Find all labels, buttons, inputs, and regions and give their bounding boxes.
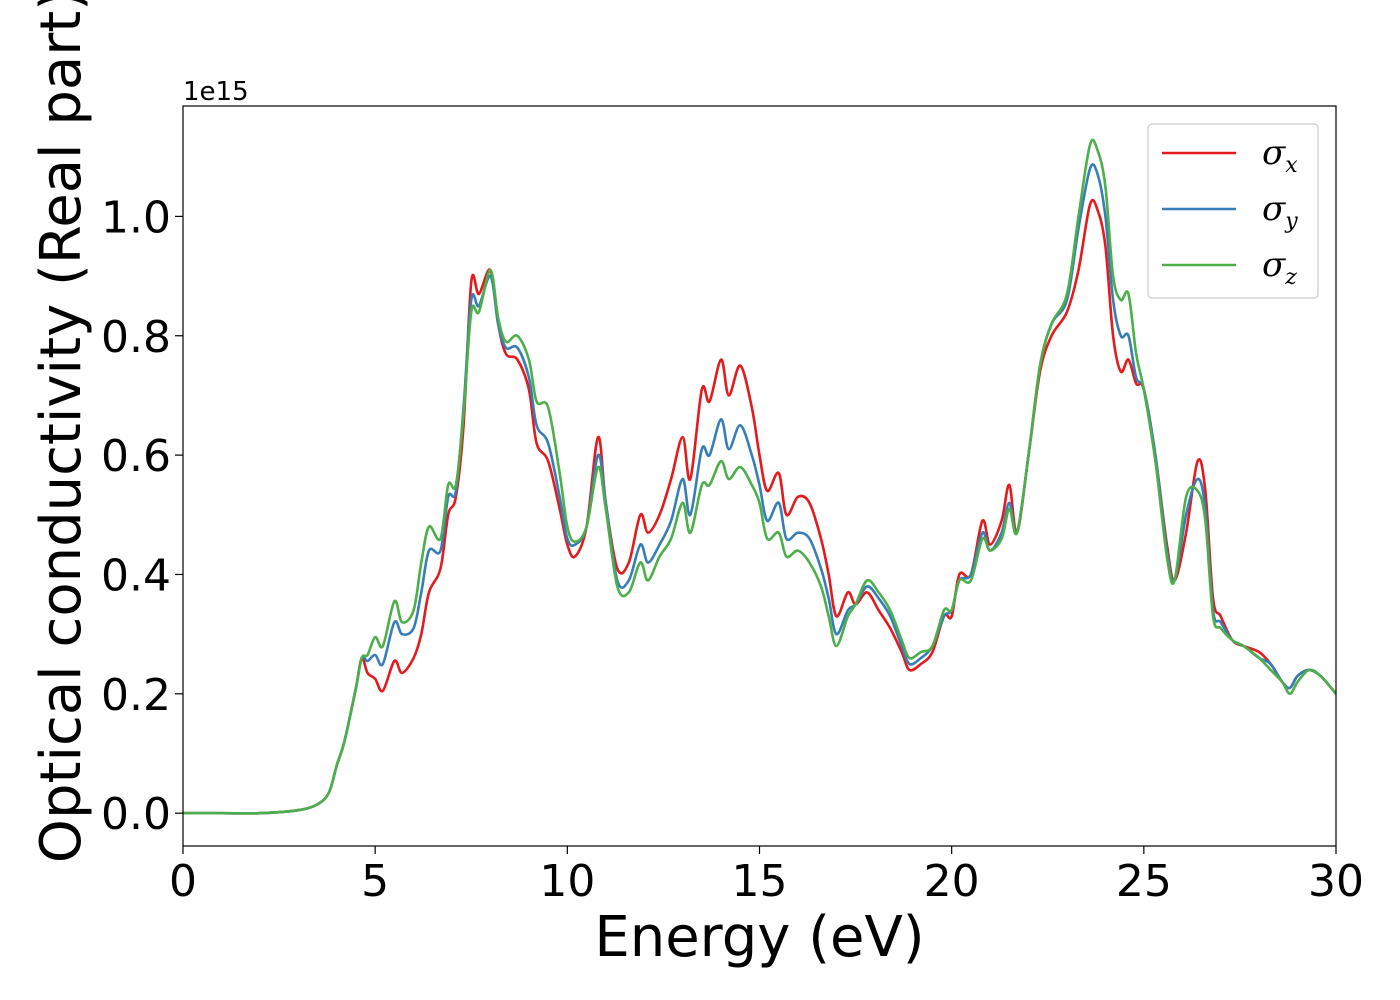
x-tick-label: 5 xyxy=(361,856,389,907)
legend-label-x: σx xyxy=(1262,133,1298,178)
legend-label-z: σz xyxy=(1262,245,1297,290)
y-tick-label: 0.4 xyxy=(101,550,171,601)
series-layer xyxy=(183,138,1336,815)
y-tick-label: 0.8 xyxy=(101,312,171,363)
y-axis-title: Optical conductivity (Real part) xyxy=(29,0,94,863)
x-tick-label: 25 xyxy=(1116,856,1172,907)
y-tick-label: 1.0 xyxy=(101,192,171,243)
x-tick-label: 10 xyxy=(539,856,595,907)
y-tick-label: 0.0 xyxy=(101,789,171,840)
x-tick-label: 0 xyxy=(169,856,197,907)
y-tick-label: 0.6 xyxy=(101,431,171,482)
y-axis-offset-label: 1e15 xyxy=(183,77,249,107)
legend: σx σy σz xyxy=(1147,123,1319,299)
ticks-layer: 0 5 10 15 20 25 30 0.0 0.2 0.4 0.6 0.8 1.0 xyxy=(101,192,1364,907)
y-tick-label: 0.2 xyxy=(101,670,171,721)
x-axis-title: Energy (eV) xyxy=(594,905,924,970)
x-tick-label: 20 xyxy=(924,856,980,907)
series-line-z xyxy=(183,138,1336,815)
x-tick-label: 15 xyxy=(732,856,788,907)
legend-box xyxy=(1147,123,1319,299)
legend-label-y: σy xyxy=(1262,189,1298,234)
x-tick-label: 30 xyxy=(1308,856,1364,907)
